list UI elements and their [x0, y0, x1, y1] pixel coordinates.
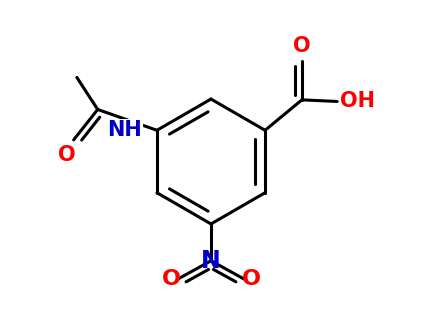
Text: N: N — [201, 249, 221, 273]
Text: O: O — [293, 36, 311, 56]
Text: O: O — [162, 269, 181, 289]
Text: NH: NH — [108, 120, 142, 140]
Text: OH: OH — [340, 91, 375, 111]
Text: O: O — [241, 269, 260, 289]
Text: O: O — [58, 145, 76, 165]
